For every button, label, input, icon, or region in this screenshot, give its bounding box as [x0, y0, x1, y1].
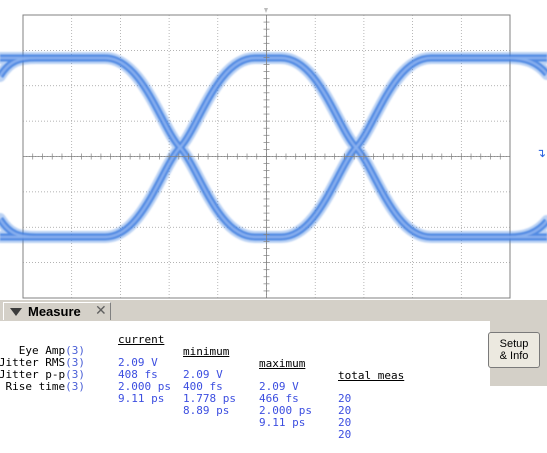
cell-total: 20 — [338, 404, 352, 417]
cell-current: 408 fs — [118, 368, 158, 381]
setup-info-button[interactable]: Setup & Info — [488, 332, 540, 368]
table-row[interactable]: Eye Amp(3) 2.09 V 2.09 V 2.09 V 20 — [0, 333, 490, 405]
cell-total: 20 — [338, 416, 352, 429]
eye-trace — [0, 52, 547, 243]
column-header-maximum: maximum — [259, 357, 306, 370]
cell-maximum: 466 fs — [259, 392, 299, 405]
measure-tab[interactable]: Measure ✕ — [3, 302, 111, 320]
column-header-total-meas: total meas — [338, 369, 405, 382]
table-row[interactable]: Jitter RMS(3) 408 fs 400 fs 466 fs 20 — [0, 345, 490, 417]
column-header-minimum: minimum — [183, 345, 230, 358]
collapse-triangle-icon[interactable] — [10, 308, 22, 316]
cell-minimum: 400 fs — [183, 380, 223, 393]
column-header-current: current — [118, 333, 165, 346]
center-axes — [22, 14, 511, 299]
oscilloscope-display[interactable]: ↴ — [0, 0, 547, 300]
cell-minimum: 1.778 ps — [183, 392, 236, 405]
cell-current: 2.000 ps — [118, 380, 171, 393]
table-row[interactable]: Rise time(3) 9.11 ps 8.89 ps 9.11 ps 20 — [0, 369, 490, 441]
cell-maximum: 2.000 ps — [259, 404, 312, 417]
setup-button-line2: & Info — [499, 350, 529, 362]
trigger-level-marker-icon[interactable]: ↴ — [536, 146, 547, 160]
row-label: Eye Amp(3) — [18, 344, 85, 357]
eye-trace-core — [0, 56, 547, 239]
cell-total: 20 — [338, 428, 352, 441]
cell-current: 9.11 ps — [118, 392, 165, 405]
row-label: Jitter p-p(3) — [0, 368, 85, 381]
close-icon[interactable]: ✕ — [95, 303, 107, 319]
table-row[interactable]: Jitter p-p(3) 2.000 ps 1.778 ps 2.000 ps… — [0, 357, 490, 429]
eye-diagram-plot — [0, 8, 547, 299]
cell-current: 2.09 V — [118, 356, 158, 369]
cell-minimum: 8.89 ps — [183, 404, 230, 417]
cell-maximum: 9.11 ps — [259, 416, 306, 429]
measurement-table: current minimum maximum total meas Eye A… — [0, 321, 490, 441]
cell-minimum: 2.09 V — [183, 368, 223, 381]
cell-maximum: 2.09 V — [259, 380, 299, 393]
horizontal-position-marker-icon — [264, 8, 268, 13]
table-header: current minimum maximum total meas — [0, 322, 490, 382]
cell-total: 20 — [338, 392, 352, 405]
setup-button-line1: Setup — [499, 338, 529, 350]
row-label: Jitter RMS(3) — [0, 356, 85, 369]
row-label: Rise time(3) — [5, 380, 85, 393]
measure-panel: Measure ✕ current minimum maximum total … — [0, 300, 547, 441]
measure-tab-label: Measure — [28, 304, 81, 319]
